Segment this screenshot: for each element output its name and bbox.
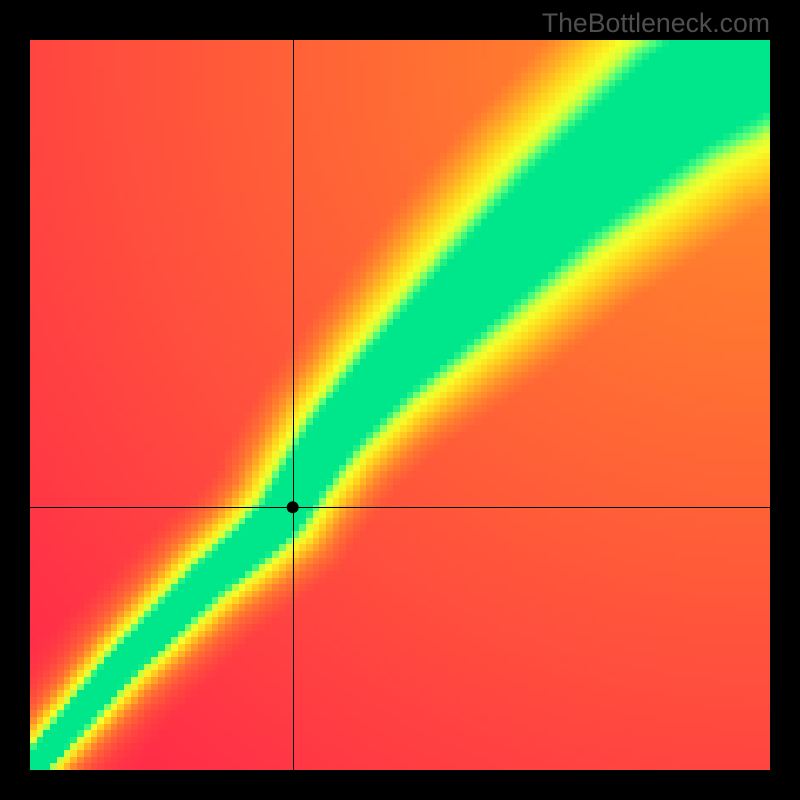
watermark-text: TheBottleneck.com (542, 8, 770, 39)
chart-root: TheBottleneck.com (0, 0, 800, 800)
bottleneck-heatmap (30, 40, 770, 770)
